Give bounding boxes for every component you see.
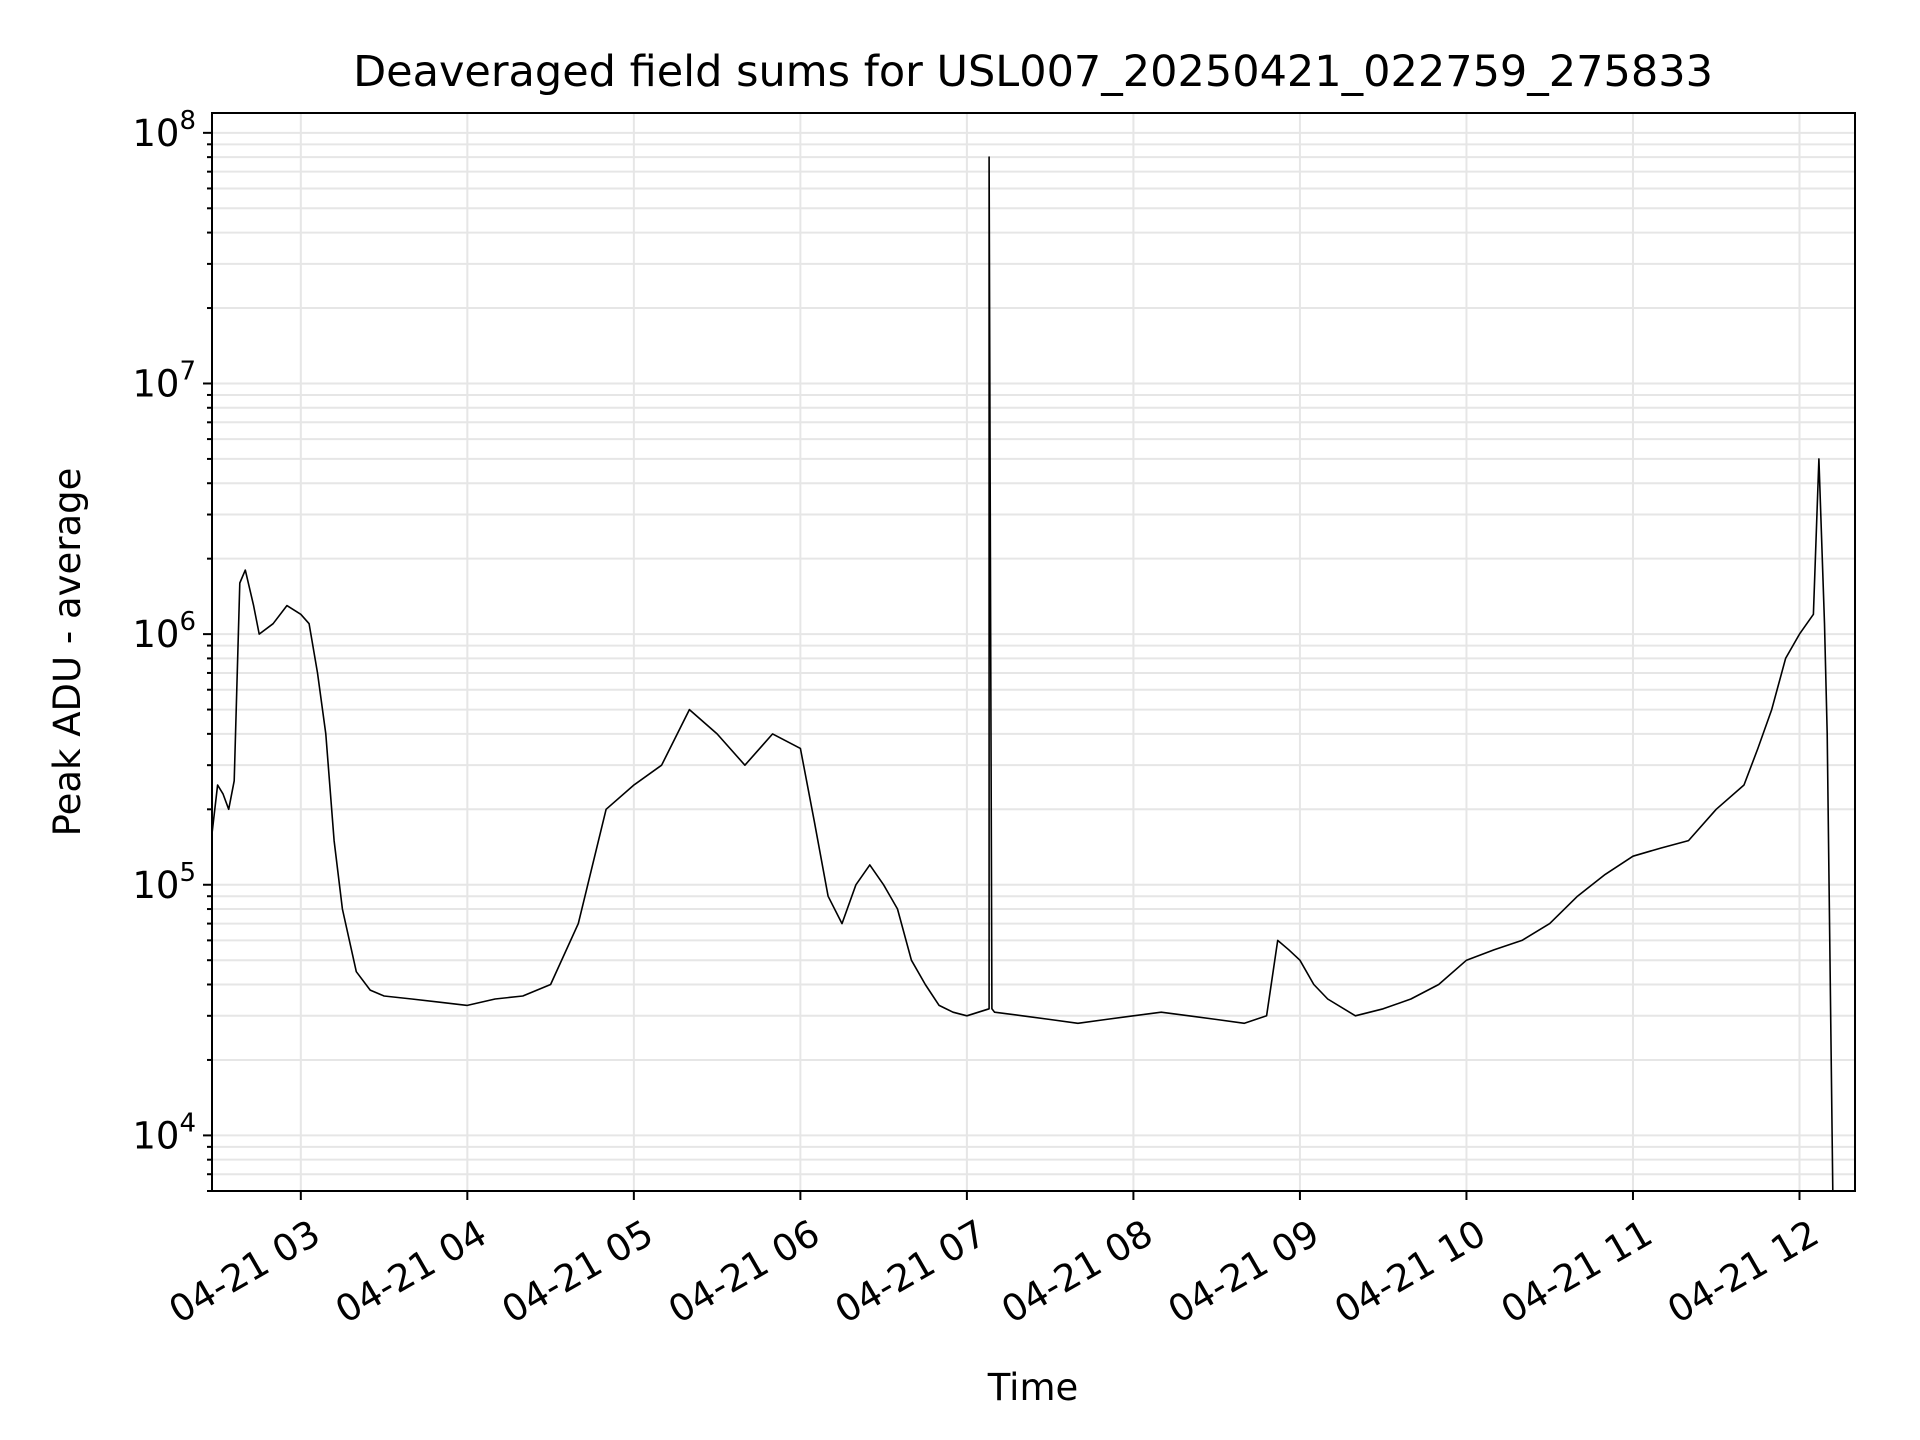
y-tick-label: 106: [132, 607, 196, 656]
x-tick-label: 04-21 07: [828, 1212, 994, 1332]
grid: [212, 113, 1855, 1192]
x-tick-label: 04-21 03: [162, 1212, 328, 1332]
x-tick-label: 04-21 06: [661, 1212, 827, 1332]
y-tick-label: 104: [132, 1108, 196, 1157]
x-tick-label: 04-21 11: [1494, 1212, 1660, 1332]
series-line: [211, 156, 1834, 1192]
x-tick-label: 04-21 10: [1327, 1212, 1493, 1332]
chart-title: Deaveraged field sums for USL007_2025042…: [353, 47, 1713, 97]
y-axis-label: Peak ADU - average: [46, 468, 89, 837]
x-tick-label: 04-21 05: [495, 1212, 661, 1332]
y-tick-label: 107: [132, 356, 196, 405]
y-tick-label: 105: [132, 858, 196, 907]
y-tick-label: 108: [132, 106, 196, 155]
x-tick-label: 04-21 09: [1161, 1212, 1327, 1332]
x-axis-label: Time: [987, 1366, 1079, 1409]
y-axis: 104 105 106 107 108: [132, 106, 212, 1192]
x-axis: 04-21 03 04-21 04 04-21 05 04-21 06 04-21 07…: [162, 1191, 1826, 1332]
plot-frame: [211, 112, 1856, 1192]
x-tick-label: 04-21 04: [328, 1212, 494, 1332]
x-tick-label: 04-21 08: [994, 1212, 1160, 1332]
series-layer: [211, 156, 1834, 1192]
x-tick-label: 04-21 12: [1660, 1212, 1826, 1332]
